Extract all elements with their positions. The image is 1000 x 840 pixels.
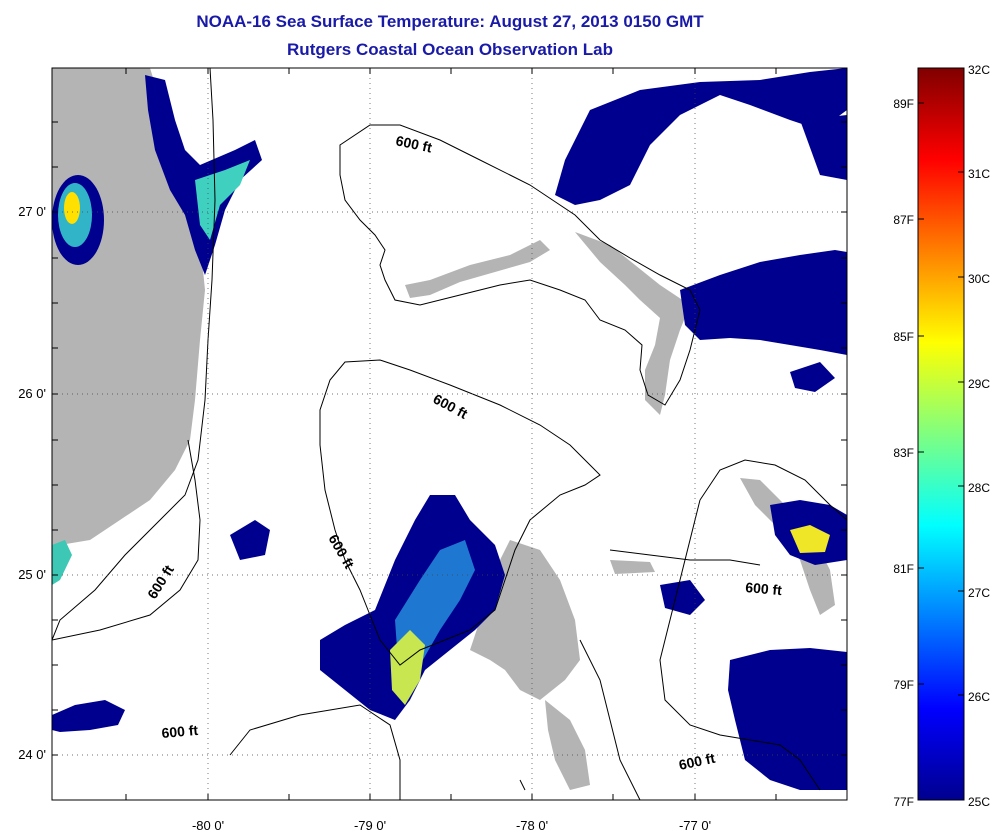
map-subtitle: Rutgers Coastal Ocean Observation Lab (287, 40, 613, 59)
sst-patch-keys (52, 540, 72, 585)
sst-patch-southeast (728, 648, 847, 790)
contour-label: 600 ft (745, 579, 783, 598)
colorbar-f-label: 83F (893, 446, 914, 460)
colorbar-f-label: 85F (893, 330, 914, 344)
axis-ticks (52, 68, 847, 800)
eleuthera-land (740, 478, 835, 615)
colorbar-f-label: 89F (893, 97, 914, 111)
grand-bahama-land (405, 240, 550, 298)
map-title: NOAA-16 Sea Surface Temperature: August … (196, 12, 704, 31)
contour-label: 600 ft (161, 722, 199, 741)
new-providence-land (610, 560, 655, 574)
andros-south-land (545, 700, 590, 790)
lat-label: 27 0' (18, 204, 46, 219)
colorbar-c-label: 29C (968, 377, 990, 391)
colorbar-f-label: 77F (893, 795, 914, 809)
sst-patch-mid-east (660, 580, 705, 615)
sst-patch-east3 (790, 362, 835, 392)
lon-label: -77 0' (679, 818, 711, 833)
sst-patch-west-blob (230, 520, 270, 560)
graticule (52, 68, 847, 800)
colorbar-gradient (917, 67, 965, 801)
bathymetry-contours (52, 68, 847, 800)
colorbar-c-label: 25C (968, 795, 990, 809)
contour-label: 600 ft (677, 750, 716, 773)
sst-patch-northeast (555, 68, 847, 205)
lon-label: -80 0' (192, 818, 224, 833)
sst-patch-fl-coast-warm (195, 160, 250, 240)
colorbar-c-label: 26C (968, 690, 990, 704)
lat-label: 25 0' (18, 567, 46, 582)
colorbar-c-label: 28C (968, 481, 990, 495)
colorbar-f-label: 81F (893, 562, 914, 576)
sst-patch-southwest (52, 700, 125, 732)
colorbar: 32C 31C 30C 29C 28C 27C 26C 25C 89F 87F … (893, 63, 990, 809)
lat-label: 24 0' (18, 747, 46, 762)
lon-label: -79 0' (354, 818, 386, 833)
sst-patch-east2 (800, 115, 847, 180)
colorbar-f-label: 87F (893, 213, 914, 227)
abaco-land (575, 232, 690, 415)
colorbar-c-label: 32C (968, 63, 990, 77)
sst-patch-east (680, 250, 847, 355)
colorbar-c-label: 31C (968, 167, 990, 181)
lon-label: -78 0' (516, 818, 548, 833)
lat-label: 26 0' (18, 386, 46, 401)
sst-patch-fl-coast (145, 75, 262, 275)
colorbar-f-label: 79F (893, 678, 914, 692)
sst-patch-central-warm (390, 630, 425, 705)
contour-label: 600 ft (394, 132, 433, 155)
sst-patch-lake-hot (64, 192, 80, 224)
colorbar-c-label: 27C (968, 586, 990, 600)
sst-patch-southeast-hot (790, 525, 830, 553)
colorbar-c-label: 30C (968, 272, 990, 286)
